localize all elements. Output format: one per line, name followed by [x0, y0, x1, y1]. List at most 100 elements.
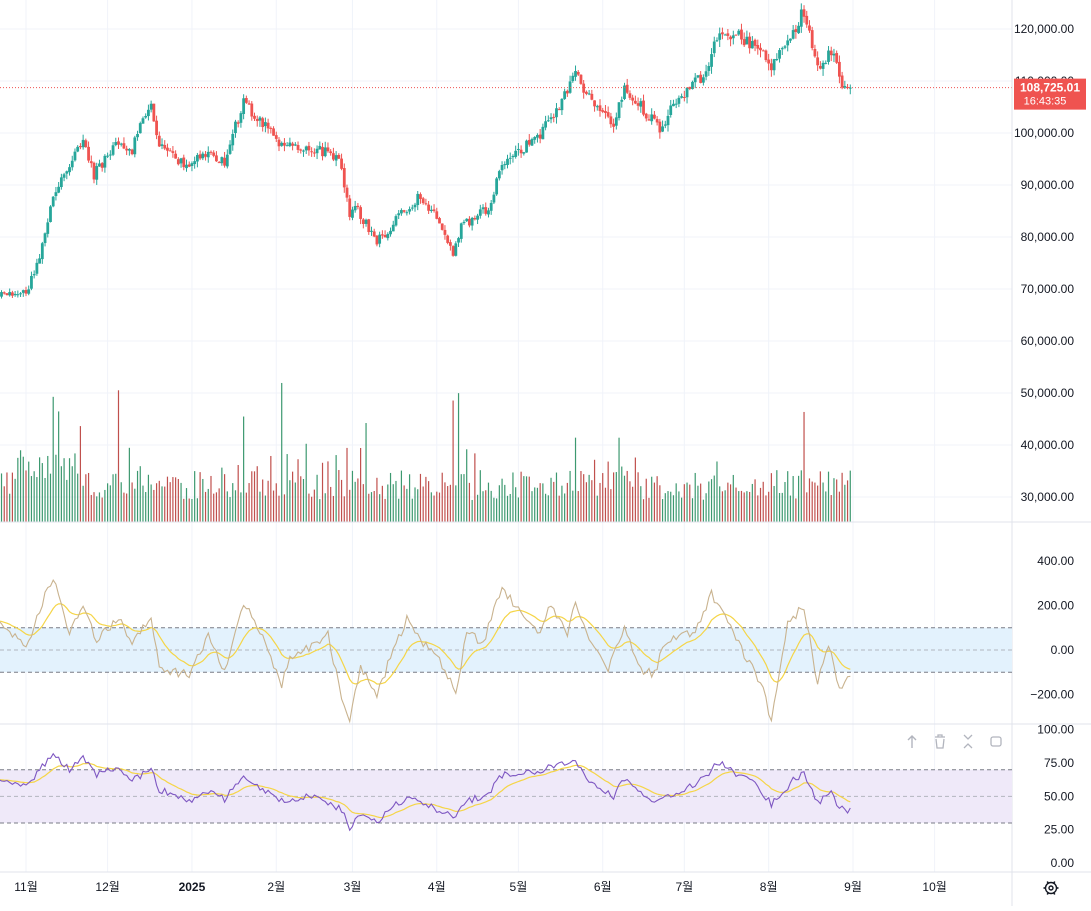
candle-body [729, 37, 732, 40]
candle-body [561, 99, 564, 110]
volume-bar [126, 494, 127, 522]
volume-bar [292, 472, 293, 522]
volume-bar [289, 480, 290, 522]
candle-body [697, 75, 700, 77]
volume-bar [140, 466, 141, 522]
candle-body [76, 147, 79, 152]
candle-body [180, 158, 183, 163]
candle-body [215, 155, 218, 161]
candle-body [302, 151, 305, 152]
candle-body [223, 158, 226, 166]
volume-bar [477, 495, 478, 522]
arrow-up-icon-path [908, 736, 916, 748]
volume-bar [227, 491, 228, 522]
candle-body [615, 117, 618, 125]
volume-bar [714, 476, 715, 522]
candle-body [476, 216, 479, 220]
candle-body [318, 146, 321, 149]
volume-bar [83, 486, 84, 522]
candle-body [261, 118, 264, 127]
volume-bar [744, 492, 745, 522]
volume-bar [659, 485, 660, 522]
volume-bar [417, 489, 418, 522]
trash-icon[interactable] [935, 735, 945, 748]
volume-bar [825, 491, 826, 522]
volume-bar [357, 478, 358, 522]
volume-bar [578, 491, 579, 522]
volume-bar [229, 497, 230, 522]
candle-body [79, 146, 82, 147]
candle-body [60, 177, 63, 187]
candle-body [335, 155, 338, 160]
time-tick-label: 7월 [675, 880, 693, 894]
volume-bar [814, 483, 815, 522]
candle-body [25, 290, 28, 294]
candle-body [819, 66, 822, 69]
candle-body [792, 30, 795, 39]
volume-bar [651, 477, 652, 522]
volume-bar [542, 483, 543, 522]
candle-body [103, 156, 106, 168]
candle-body [816, 57, 819, 65]
candle-body [84, 140, 87, 147]
time-tick-label: 6월 [594, 880, 612, 894]
volume-bar [183, 499, 184, 522]
candle-body [721, 32, 724, 34]
volume-bar [496, 498, 497, 522]
volume-bar [270, 456, 271, 522]
candle-body [718, 33, 721, 39]
volume-bar [107, 483, 108, 522]
last-price-label: 108,725.01 [1020, 81, 1080, 95]
volume-bar [420, 474, 421, 522]
candle-body [490, 203, 493, 211]
candle-body [555, 108, 558, 117]
volume-bar [746, 491, 747, 522]
price-tick-label: 120,000.00 [1014, 22, 1074, 36]
rsi-tick-label: 25.00 [1044, 823, 1074, 837]
volume-bar [6, 472, 7, 522]
arrow-up-icon[interactable] [908, 736, 916, 748]
candle-body [754, 40, 757, 46]
candle-body [193, 161, 196, 164]
candle-body [321, 147, 324, 156]
volume-bar [621, 467, 622, 522]
volume-bar [847, 480, 848, 522]
volume-bar [374, 491, 375, 522]
maximize-icon[interactable] [991, 737, 1001, 746]
candle-body [348, 198, 351, 216]
volume-bar [254, 471, 255, 522]
candle-body [669, 106, 672, 115]
candle-body [52, 197, 55, 207]
candle-body [346, 188, 349, 198]
candle-body [177, 159, 180, 164]
volume-bar [300, 476, 301, 522]
candle-body [784, 46, 787, 47]
volume-bar [627, 471, 628, 522]
candle-body [580, 75, 583, 84]
candle-body [248, 103, 251, 104]
gear-icon[interactable] [1044, 882, 1059, 895]
candle-body [229, 145, 232, 154]
candle-body [675, 104, 678, 105]
candle-body [503, 164, 506, 165]
volume-bar [657, 476, 658, 522]
volume-bar [384, 499, 385, 522]
volume-bar [463, 474, 464, 522]
candle-body [332, 153, 335, 159]
volume-bar [28, 462, 29, 522]
volume-bar [153, 490, 154, 522]
volume-bar [608, 462, 609, 522]
cci-tick-label: 400.00 [1037, 554, 1074, 568]
collapse-icon[interactable] [964, 735, 972, 748]
price-tick-label: 40,000.00 [1021, 438, 1075, 452]
volume-bar [344, 496, 345, 522]
volume-bar [213, 494, 214, 522]
candle-body [19, 293, 22, 294]
candle-body [593, 100, 596, 106]
candle-body [93, 163, 96, 180]
candle-body [46, 222, 49, 233]
candle-body [305, 146, 308, 150]
candle-body [835, 53, 838, 63]
candle-body [493, 195, 496, 203]
